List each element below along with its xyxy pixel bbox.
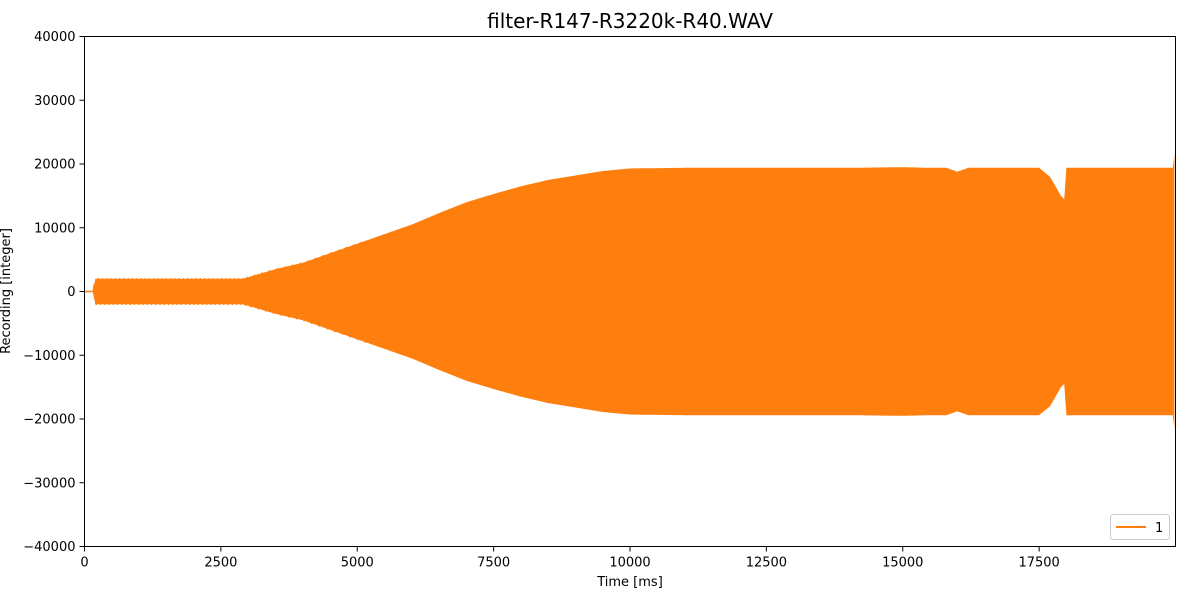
x-tick-label: 2500: [204, 556, 237, 571]
legend: 1: [1110, 514, 1170, 540]
series-1-envelope: [84, 154, 1175, 429]
x-tick-label: 15000: [882, 556, 923, 571]
y-tick-label: −40000: [23, 540, 75, 555]
legend-label: 1: [1155, 521, 1163, 536]
y-tick-label: 40000: [34, 30, 75, 45]
y-tick-label: 30000: [34, 94, 75, 109]
x-tick-label: 5000: [341, 556, 374, 571]
y-tick-label: 10000: [34, 221, 75, 236]
x-axis-label: Time [ms]: [596, 575, 663, 590]
y-tick-label: −20000: [23, 413, 75, 428]
y-tick-label: −30000: [23, 476, 75, 491]
series-1-line: [92, 241, 369, 344]
y-tick-label: 20000: [34, 158, 75, 173]
x-axis: 0 2500 5000 7500 10000 12500 15000 17500: [80, 546, 1060, 571]
y-axis-label: Recording [integer]: [0, 228, 14, 354]
x-tick-label: 0: [80, 556, 88, 571]
x-tick-label: 12500: [746, 556, 787, 571]
y-axis: −40000 −30000 −20000 −10000 0 10000 20000 30000…: [23, 30, 85, 555]
y-tick-label: −10000: [23, 349, 75, 364]
x-tick-label: 10000: [609, 556, 650, 571]
x-tick-label: 17500: [1018, 556, 1059, 571]
series-layer: [84, 154, 1175, 429]
chart-title: filter-R147-R3220k-R40.WAV: [487, 9, 773, 33]
y-tick-label: 0: [67, 285, 75, 300]
x-tick-label: 7500: [477, 556, 510, 571]
